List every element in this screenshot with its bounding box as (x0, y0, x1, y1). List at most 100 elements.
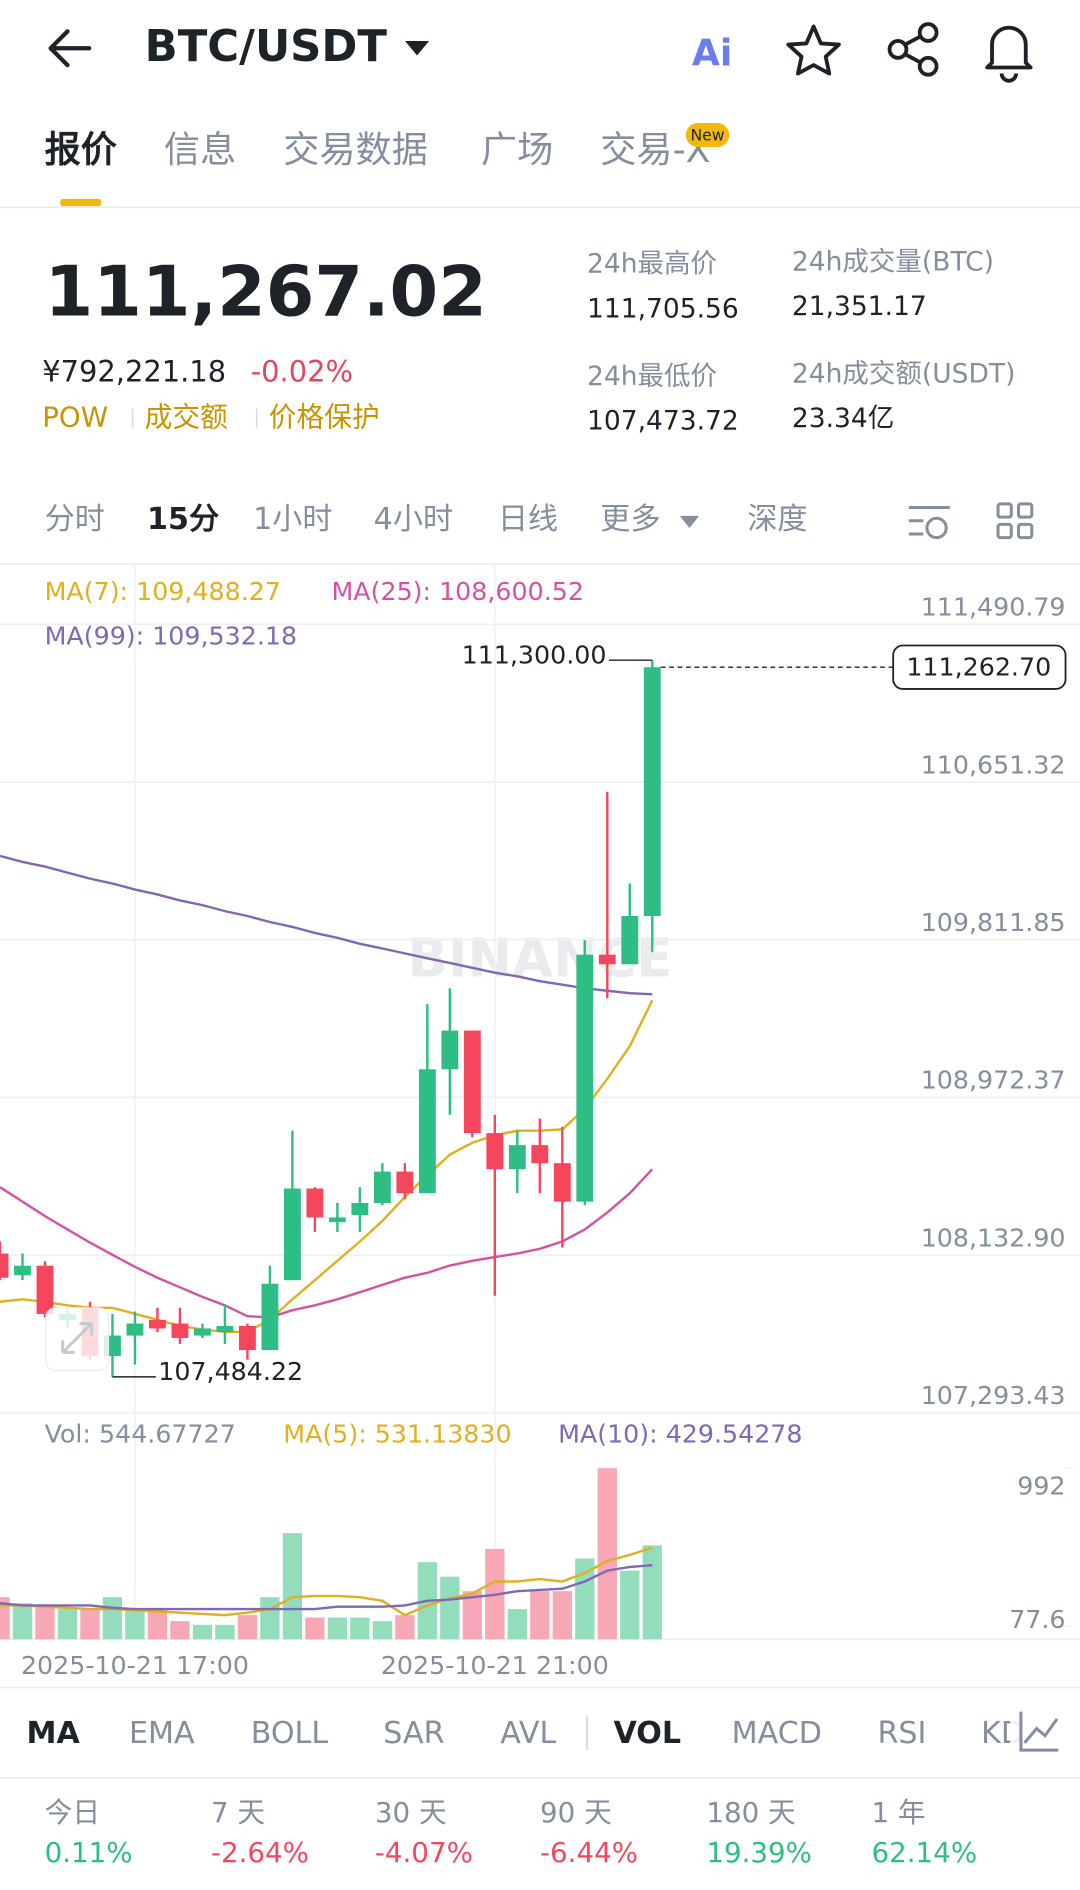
legend-entry: MA(10): 429.54278 (558, 1420, 802, 1449)
volume-bar (530, 1591, 550, 1640)
performance-value: 62.14% (871, 1836, 977, 1869)
price-tag[interactable]: 价格保护 (269, 400, 380, 433)
stat-value: 21,351.17 (792, 291, 927, 322)
x-tick-label: 2025-10-21 17:00 (21, 1651, 249, 1680)
legend-entry: MA(7): 109,488.27 (45, 577, 281, 606)
performance-value: -4.07% (375, 1836, 473, 1869)
indicator-tab[interactable]: AVL (500, 1716, 556, 1751)
tab[interactable]: 交易数据 (283, 128, 428, 171)
active-tab-indicator (60, 198, 102, 207)
interval[interactable]: 分时 (45, 502, 105, 537)
volume-bar (170, 1621, 190, 1640)
price-tag[interactable]: POW (42, 400, 108, 433)
candle-body (14, 1265, 31, 1276)
price-tag[interactable]: 成交额 (145, 400, 228, 433)
performance-label: 7 天 (211, 1796, 265, 1829)
stat-label: 24h最高价 (587, 249, 717, 280)
last-price-tag (892, 644, 1067, 690)
volume-bar (0, 1597, 10, 1640)
candle-body (149, 1319, 166, 1329)
y-tick-label: 992 (1017, 1471, 1065, 1500)
stat-label: 24h成交额(USDT) (792, 358, 1016, 389)
volume-bar (620, 1570, 640, 1640)
layout-button[interactable] (996, 502, 1034, 540)
volume-bar (552, 1591, 572, 1640)
indicator-tab[interactable]: MACD (732, 1716, 822, 1751)
cny-price: ¥792,221.18 (42, 355, 226, 389)
pair-title[interactable]: BTC/USDT (145, 22, 388, 72)
volume-bar (305, 1617, 325, 1640)
tab[interactable]: 信息 (164, 128, 236, 171)
volume-bar (327, 1617, 348, 1640)
favorite-button[interactable] (786, 24, 841, 76)
y-tick-label: 109,811.85 (921, 908, 1066, 937)
candle-body (576, 954, 594, 1202)
interval[interactable]: 4小时 (374, 502, 453, 537)
y-tick-label: 108,972.37 (921, 1066, 1066, 1095)
candle-body (328, 1217, 346, 1223)
candle-body (441, 1030, 459, 1070)
volume-bar (35, 1605, 55, 1640)
candle-body (418, 1069, 436, 1194)
indicator-tab[interactable]: RSI (878, 1716, 927, 1751)
indicator-tab[interactable]: MA (27, 1716, 81, 1751)
pair-dropdown[interactable] (405, 40, 430, 56)
volume-bar (147, 1609, 168, 1640)
candle-body (171, 1323, 189, 1339)
notification-button[interactable] (985, 25, 1033, 83)
stat-value: 107,473.72 (587, 405, 739, 436)
candle-body (373, 1171, 391, 1203)
legend-entry: MA(5): 531.13830 (283, 1420, 511, 1449)
volume-bar (597, 1468, 617, 1640)
more-dropdown[interactable] (679, 515, 700, 528)
volume-bar (372, 1621, 393, 1640)
volume-bar (440, 1576, 460, 1640)
indicator-tab[interactable]: EMA (129, 1716, 195, 1751)
indicator-tab[interactable]: VOL (614, 1716, 682, 1751)
tab[interactable]: 报价 (45, 128, 118, 171)
candle-body (486, 1133, 504, 1170)
candle-body (621, 916, 639, 965)
interval[interactable]: 日线 (498, 502, 558, 537)
volume-bar (462, 1591, 482, 1640)
volume-ma-line (0, 1546, 653, 1617)
volume-bar (507, 1609, 527, 1640)
y-tick-label: 107,293.43 (921, 1381, 1066, 1410)
candle-body (531, 1145, 549, 1164)
x-tick-label: 2025-10-21 21:00 (381, 1651, 609, 1680)
volume-bar (237, 1615, 258, 1640)
share-button[interactable] (887, 22, 939, 77)
interval[interactable]: 1小时 (253, 502, 332, 537)
back-button[interactable] (48, 29, 92, 68)
performance-label: 1 年 (871, 1796, 925, 1829)
volume-bar (395, 1615, 415, 1640)
volume-bar (12, 1603, 33, 1640)
interval[interactable]: 15分 (147, 502, 219, 537)
candle-body (643, 667, 661, 917)
volume-bar (192, 1624, 213, 1640)
y-tick-label: 108,132.90 (921, 1223, 1066, 1252)
indicator-tab[interactable]: BOLL (251, 1716, 329, 1751)
indicator-tab[interactable]: SAR (383, 1716, 444, 1751)
tab[interactable]: 广场 (481, 128, 553, 171)
y-tick-label: 110,651.32 (921, 750, 1066, 779)
indicator-settings-button[interactable] (1019, 1711, 1059, 1752)
ma-line (0, 854, 653, 996)
ai-button[interactable]: Ai (692, 31, 732, 74)
candle-body (463, 1030, 481, 1134)
volume-bar (642, 1545, 662, 1640)
performance-value: 19.39% (706, 1836, 812, 1869)
performance-label: 今日 (45, 1796, 100, 1829)
new-badge-text: New (690, 126, 724, 145)
candle-body (0, 1253, 9, 1278)
interval[interactable]: 深度 (747, 502, 807, 537)
volume-ma-line (0, 1563, 653, 1611)
candle-body (193, 1328, 211, 1336)
candle-body (261, 1283, 279, 1351)
interval[interactable]: 更多 (600, 502, 660, 537)
annotation-label: 111,300.00 (462, 641, 607, 670)
chart-settings-button[interactable] (908, 505, 950, 540)
performance-label: 180 天 (706, 1796, 795, 1829)
candle-body (126, 1323, 144, 1336)
